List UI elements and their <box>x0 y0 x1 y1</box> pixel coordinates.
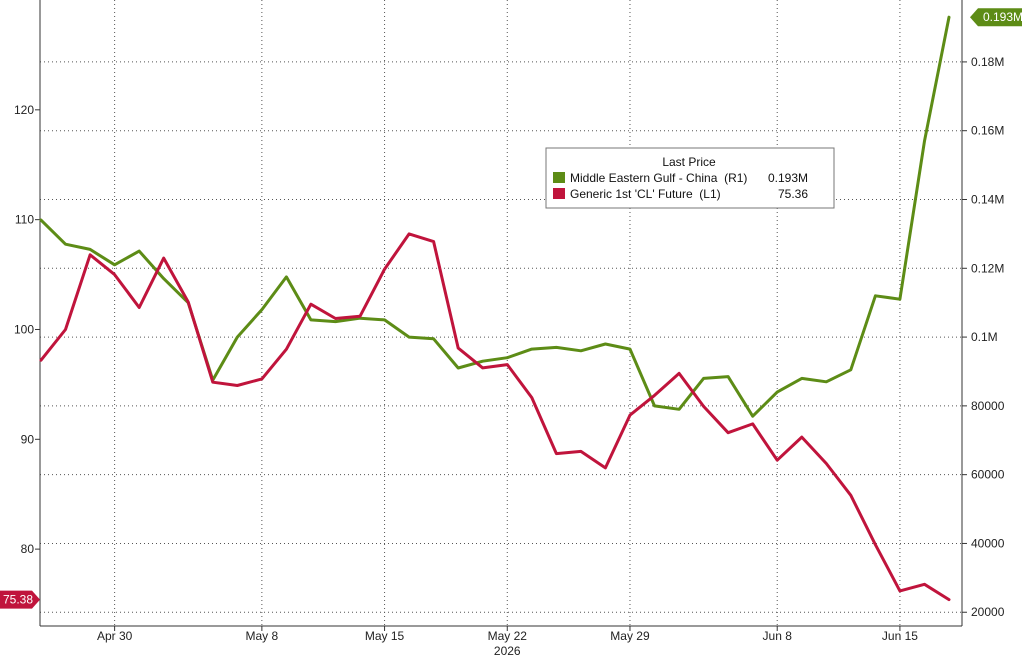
right-axis-tick-label: 0.12M <box>971 261 1004 275</box>
left-axis-tick-label: 110 <box>15 213 34 227</box>
series-lines <box>39 15 951 602</box>
right-axis: 20000 40000 60000 80000 0.1M 0.12M 0.14M 0.16M 0… <box>961 0 1005 626</box>
right-axis-tick-label: 80000 <box>971 399 1005 413</box>
x-axis-tick-label: May 29 <box>610 629 650 643</box>
x-axis-year-label: 2026 <box>494 644 521 658</box>
gridlines <box>40 0 962 626</box>
legend-value-cl: 75.36 <box>778 187 808 201</box>
right-axis-tick-label: 0.14M <box>971 192 1004 206</box>
right-axis-tick-label: 0.18M <box>971 55 1004 69</box>
series-line-cl-future <box>39 232 951 602</box>
legend-box <box>545 147 835 209</box>
right-axis-tick-label: 20000 <box>971 605 1005 619</box>
x-axis-tick-label: Apr 30 <box>97 629 133 643</box>
x-axis-tick-label: Jun 8 <box>763 629 793 643</box>
legend-title: Last Price <box>662 155 716 169</box>
x-axis-tick-label: May 15 <box>365 629 405 643</box>
last-price-flag-gulf <box>970 8 1022 27</box>
x-axis-tick-label: May 22 <box>488 629 528 643</box>
last-price-flag-gulf-label: 0.193M <box>983 10 1023 24</box>
right-axis-tick-label: 0.16M <box>971 124 1004 138</box>
last-price-flags: 0.193M 75.38 <box>0 8 1023 609</box>
left-axis-tick-label: 90 <box>21 432 35 446</box>
legend: Last Price Middle Eastern Gulf - China (… <box>545 147 835 209</box>
right-axis-tick-label: 40000 <box>971 536 1005 550</box>
legend-value-gulf: 0.193M <box>768 171 808 185</box>
legend-label-cl: Generic 1st 'CL' Future (L1) <box>570 187 721 201</box>
right-axis-tick-label: 60000 <box>971 468 1005 482</box>
x-axis: Apr 30 May 8 May 15 May 22 May 29 Jun 8 Jun 15… <box>40 625 962 658</box>
left-axis-tick-label: 120 <box>14 103 34 117</box>
last-price-flag-cl-label: 75.38 <box>3 593 33 607</box>
right-axis-tick-label: 0.1M <box>971 330 998 344</box>
legend-swatch-cl <box>553 188 565 199</box>
x-axis-tick-label: Jun 15 <box>882 629 918 643</box>
last-price-flag-cl <box>0 590 40 609</box>
series-line-gulf-china <box>39 15 951 418</box>
left-axis-tick-label: 100 <box>14 322 34 336</box>
legend-swatch-gulf <box>553 172 565 183</box>
left-axis-tick-label: 80 <box>21 542 35 556</box>
left-axis: 80 90 100 110 120 <box>14 0 41 626</box>
legend-label-gulf: Middle Eastern Gulf - China (R1) <box>570 171 747 185</box>
x-axis-tick-label: May 8 <box>246 629 279 643</box>
